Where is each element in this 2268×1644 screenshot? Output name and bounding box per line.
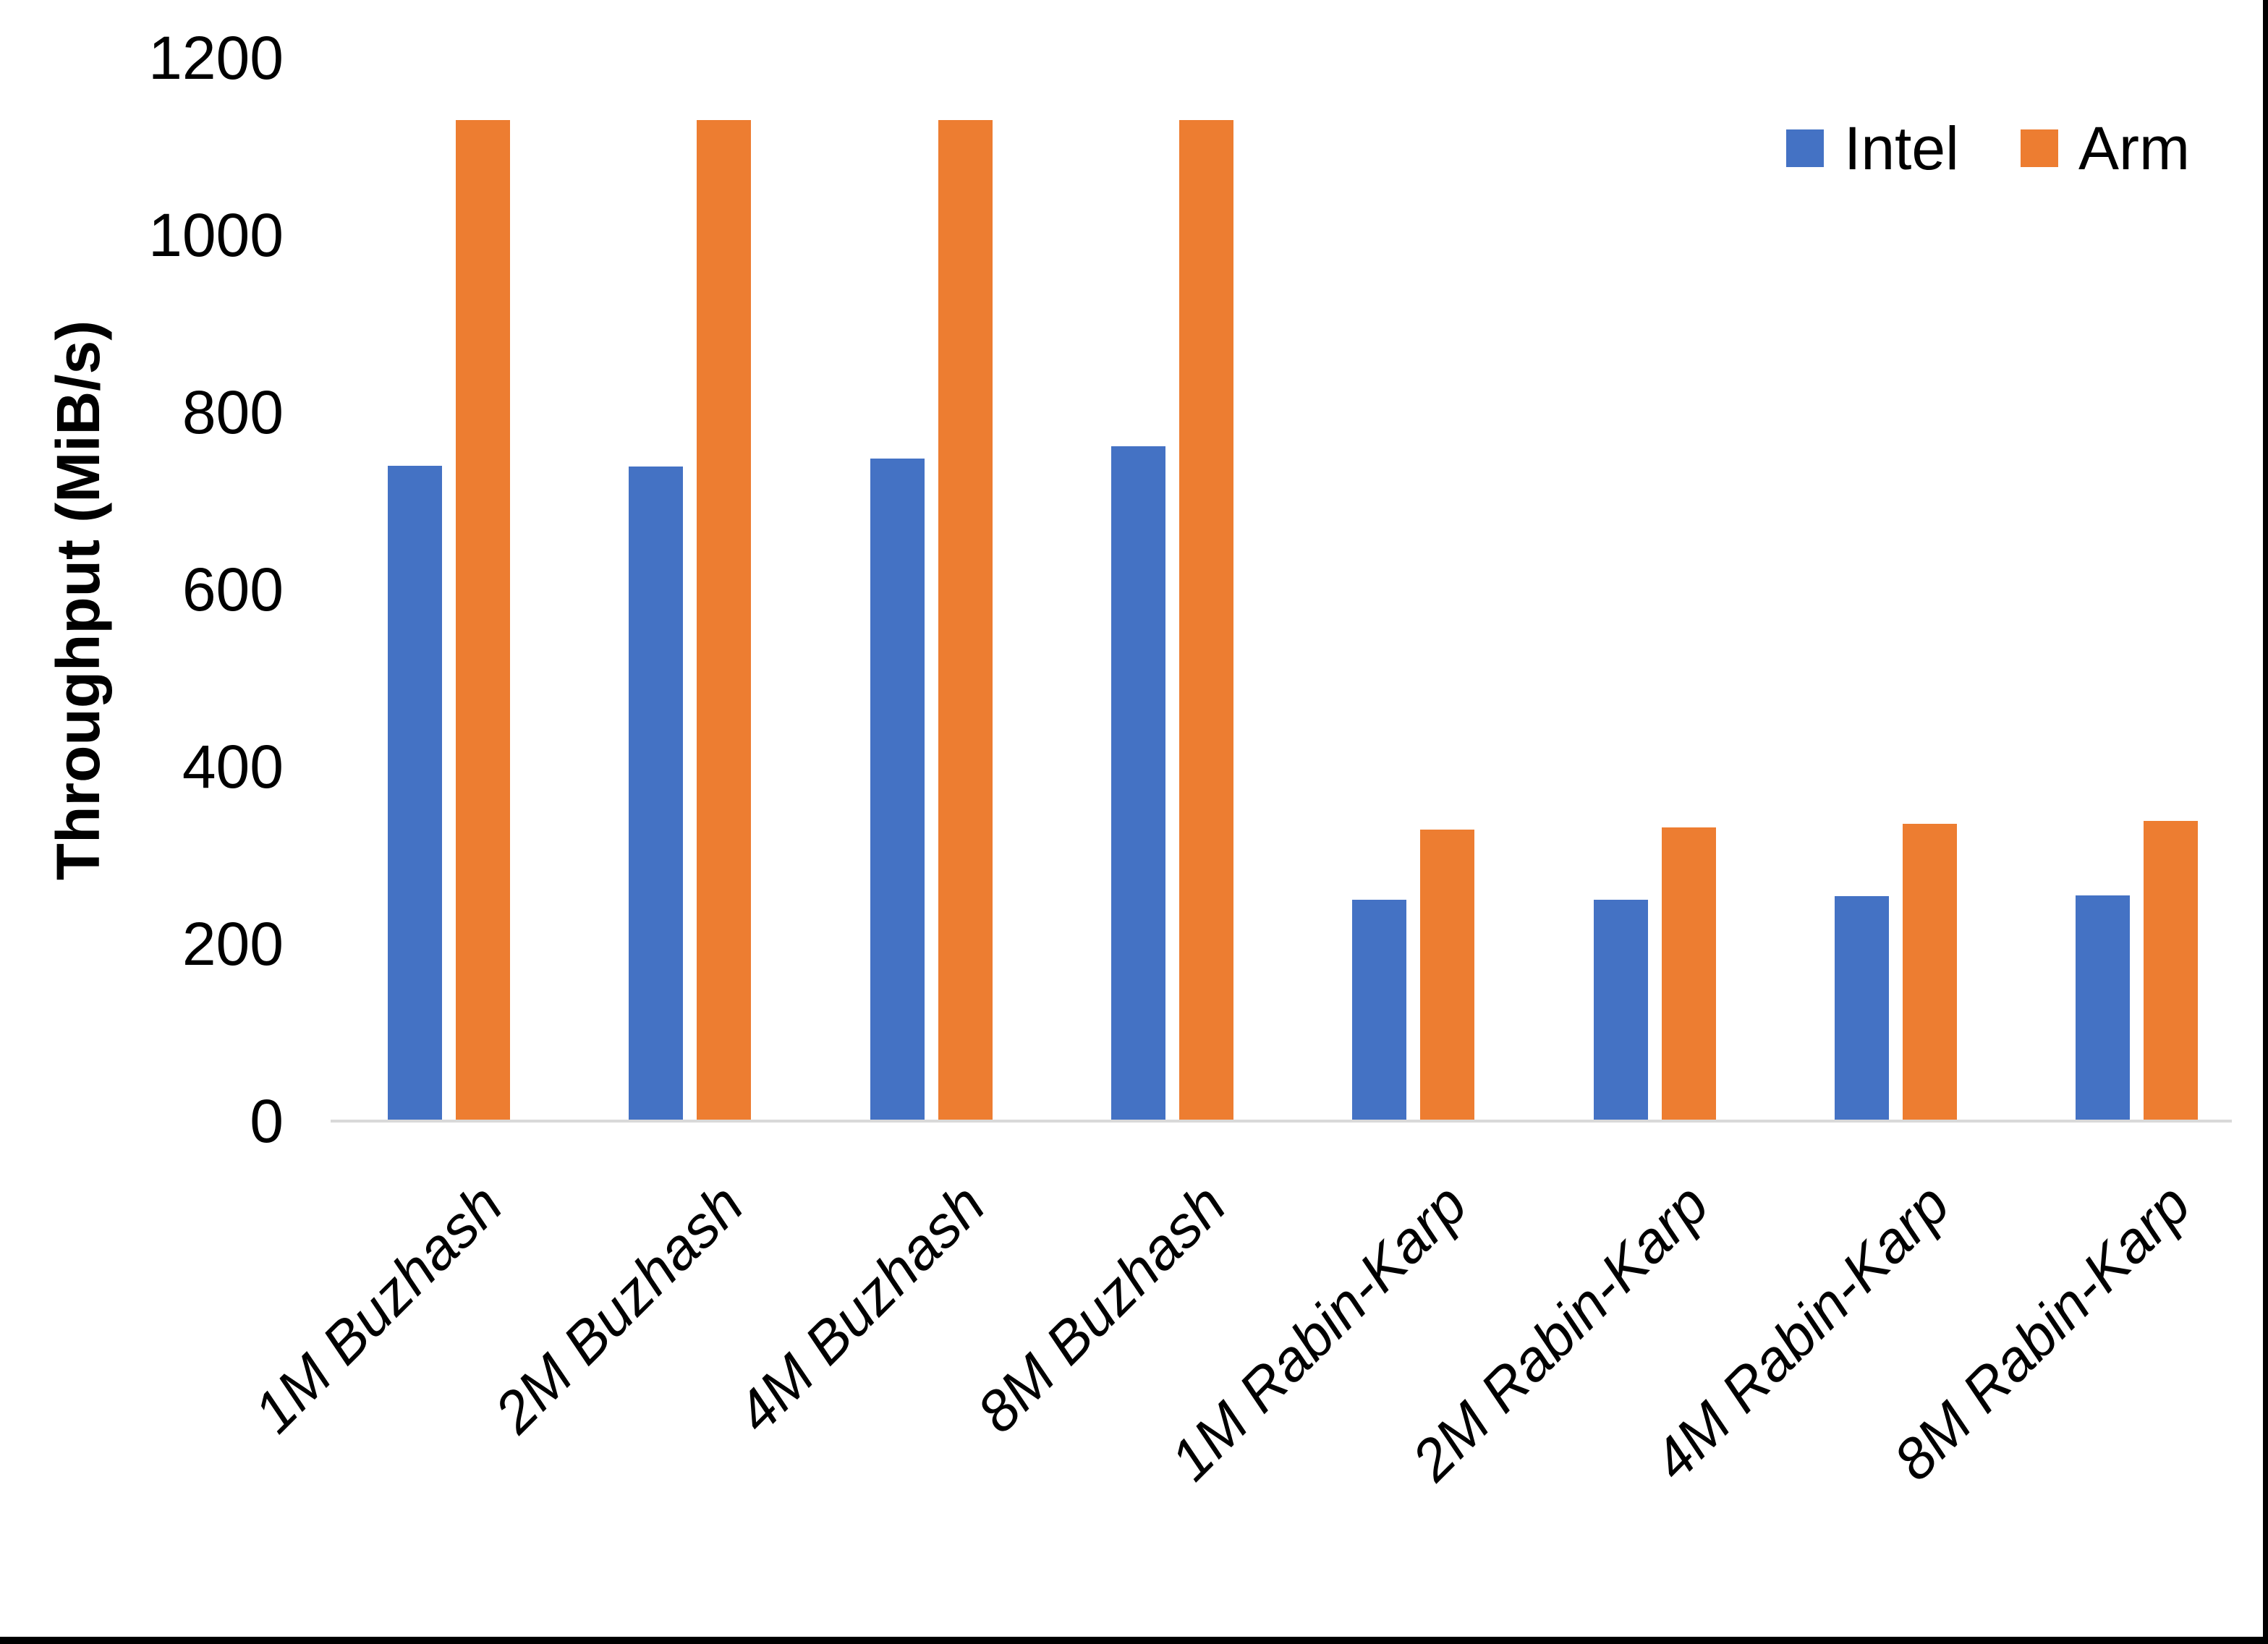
intel-series-swatch	[1786, 129, 1824, 167]
y-tick-label: 800	[182, 378, 284, 446]
bar-intel-4m-buzhash	[870, 459, 925, 1120]
window-edge-right	[2263, 0, 2268, 1644]
bar-arm-1m-rabin-karp	[1420, 830, 1474, 1120]
y-tick-label: 0	[250, 1087, 284, 1155]
legend-item-intel: Intel	[1786, 112, 1959, 184]
x-category-label: 8M Buzhash	[964, 1172, 1239, 1445]
bar-arm-8m-buzhash	[1179, 120, 1233, 1120]
y-tick-label: 1200	[148, 24, 284, 92]
window-edge-bottom	[0, 1637, 2268, 1644]
x-category-label: 2M Buzhash	[482, 1172, 756, 1445]
bar-arm-2m-buzhash	[697, 120, 751, 1120]
bar-arm-4m-buzhash	[938, 120, 993, 1120]
bar-arm-8m-rabin-karp	[2144, 821, 2198, 1120]
bar-intel-1m-rabin-karp	[1352, 900, 1406, 1120]
bar-arm-4m-rabin-karp	[1903, 824, 1957, 1120]
x-category-label: 1M Buzhash	[241, 1172, 515, 1445]
bar-intel-2m-rabin-karp	[1594, 900, 1648, 1120]
bar-arm-1m-buzhash	[456, 120, 510, 1120]
y-tick-label: 400	[182, 733, 284, 801]
legend-item-arm: Arm	[2021, 112, 2190, 184]
y-tick-label: 200	[182, 910, 284, 978]
x-category-label: 4M Buzhash	[723, 1172, 998, 1445]
bar-intel-2m-buzhash	[629, 467, 683, 1120]
x-category-label: 1M Rabin-Karp	[1158, 1172, 1479, 1493]
legend-label-arm: Arm	[2078, 114, 2190, 182]
bar-intel-8m-buzhash	[1111, 446, 1165, 1120]
bar-intel-4m-rabin-karp	[1835, 896, 1889, 1120]
bar-arm-2m-rabin-karp	[1662, 827, 1716, 1120]
x-category-label: 2M Rabin-Karp	[1399, 1172, 1721, 1493]
x-axis-line	[331, 1120, 2232, 1123]
y-tick-label: 600	[182, 555, 284, 623]
arm-series-swatch	[2021, 129, 2058, 167]
x-category-label: 4M Rabin-Karp	[1640, 1172, 1962, 1493]
y-tick-label: 1000	[148, 201, 284, 269]
bar-intel-1m-buzhash	[388, 466, 442, 1120]
bar-intel-8m-rabin-karp	[2076, 895, 2130, 1120]
x-category-label: 8M Rabin-Karp	[1881, 1172, 2203, 1493]
legend-label-intel: Intel	[1844, 114, 1959, 182]
